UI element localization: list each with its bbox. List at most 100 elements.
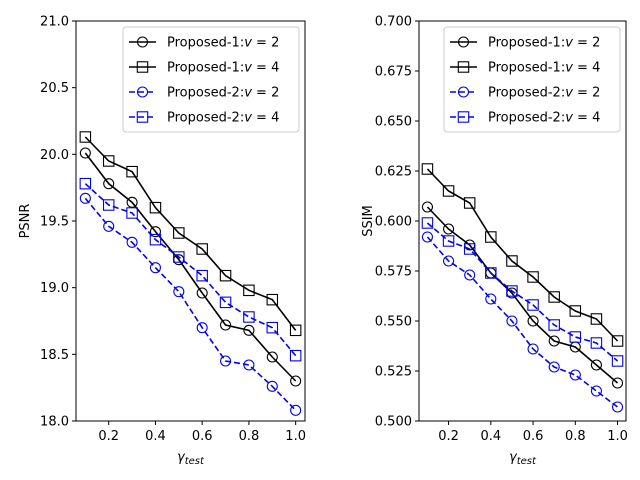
data-point: [527, 315, 539, 327]
legend-label-prefix: Proposed-1:: [167, 61, 244, 76]
series-line: [84, 152, 297, 382]
legend-entry-4: Proposed-2:v = 4: [129, 111, 279, 126]
series-line: [426, 222, 619, 362]
y-tick-label: 0.625: [375, 165, 412, 180]
data-point: [126, 165, 138, 178]
legend-marker: [136, 111, 149, 123]
legend-label-prefix: Proposed-2:: [488, 86, 565, 101]
data-point: [506, 255, 518, 267]
legend-label-eq: = 4: [573, 61, 600, 76]
legend-label-var: v: [565, 111, 573, 126]
legend-marker: [136, 36, 149, 48]
legend-label-var: v: [565, 61, 573, 76]
data-point: [612, 401, 624, 413]
data-point: [590, 385, 602, 397]
data-point: [421, 163, 434, 175]
series-line: [84, 136, 297, 331]
legend-label-eq: = 2: [252, 36, 279, 51]
data-point: [149, 233, 162, 246]
legend-label-var: v: [565, 36, 573, 51]
data-point: [485, 293, 497, 305]
x-axis-label: γtest: [177, 450, 205, 467]
legend-label: Proposed-2:v = 2: [488, 86, 600, 101]
legend-label-prefix: Proposed-2:: [167, 86, 244, 101]
y-tick-label: 21.0: [40, 15, 69, 30]
legend-marker: [457, 86, 470, 98]
series-3: [79, 192, 302, 416]
y-tick-label: 0.500: [375, 415, 412, 430]
y-axis-label: PSNR: [18, 204, 33, 239]
legend-label: Proposed-1:v = 2: [167, 36, 279, 51]
legend-entry-4: Proposed-2:v = 4: [450, 111, 600, 126]
data-point: [289, 324, 302, 337]
data-point: [220, 319, 232, 331]
legend-marker: [457, 36, 470, 48]
x-tick-label: 0.2: [438, 429, 459, 444]
x-tick-label: 0.4: [145, 429, 166, 444]
series-line: [84, 197, 297, 411]
data-point: [266, 321, 279, 334]
data-point: [421, 231, 433, 243]
x-axis-label: γtest: [509, 450, 537, 467]
data-point: [126, 236, 138, 248]
y-tick-label: 19.5: [40, 215, 69, 230]
legend-marker: [457, 111, 470, 123]
series-3: [421, 231, 624, 413]
series-2: [79, 131, 302, 337]
data-point: [149, 226, 161, 238]
legend-label-prefix: Proposed-1:: [488, 61, 565, 76]
legend-label: Proposed-1:v = 2: [488, 36, 600, 51]
data-point: [173, 251, 185, 263]
x-tick-label: 0.8: [239, 429, 260, 444]
y-tick-label: 20.5: [40, 81, 69, 96]
data-point: [485, 267, 497, 279]
y-tick-label: 18.0: [40, 415, 69, 430]
legend-label: Proposed-1:v = 4: [167, 61, 279, 76]
legend-label-var: v: [244, 36, 252, 51]
data-point: [219, 296, 232, 309]
y-tick-label: 0.550: [375, 315, 412, 330]
data-point: [243, 311, 255, 323]
x-tick-label: 0.2: [98, 429, 119, 444]
data-point: [173, 286, 185, 298]
y-tick-label: 0.650: [375, 115, 412, 130]
series-line: [426, 168, 619, 342]
series-line: [426, 206, 619, 384]
data-point: [506, 315, 518, 327]
data-point: [485, 231, 497, 243]
data-point: [527, 271, 539, 283]
legend-label-prefix: Proposed-2:: [167, 111, 244, 126]
x-tick-label: 0.8: [565, 429, 586, 444]
series-2: [421, 163, 624, 347]
data-point: [463, 197, 476, 209]
x-axis-label-symbol: γ: [509, 450, 518, 465]
legend-label-eq: = 2: [252, 86, 279, 101]
data-point: [464, 269, 476, 281]
x-tick-label: 0.6: [523, 429, 544, 444]
data-point: [548, 335, 560, 347]
data-point: [611, 355, 624, 367]
data-point: [612, 377, 624, 389]
y-tick-label: 0.600: [375, 215, 412, 230]
series-1: [79, 147, 302, 387]
legend-label-eq: = 4: [573, 111, 600, 126]
data-point: [196, 322, 208, 334]
legend-label: Proposed-2:v = 4: [488, 111, 600, 126]
y-tick-label: 0.675: [375, 65, 412, 80]
legend-entry-1: Proposed-1:v = 2: [450, 36, 600, 51]
legend-label-var: v: [244, 86, 252, 101]
data-point: [569, 305, 582, 317]
data-point: [569, 331, 582, 343]
data-point: [463, 243, 476, 255]
data-point: [173, 227, 185, 239]
y-axis-label: SSIM: [361, 205, 376, 237]
data-point: [548, 319, 560, 331]
data-point: [442, 235, 455, 247]
data-point: [443, 255, 455, 267]
legend-label: Proposed-2:v = 4: [167, 111, 279, 126]
data-point: [569, 369, 581, 381]
data-point: [590, 313, 603, 325]
legend-entry-3: Proposed-2:v = 2: [129, 86, 279, 101]
